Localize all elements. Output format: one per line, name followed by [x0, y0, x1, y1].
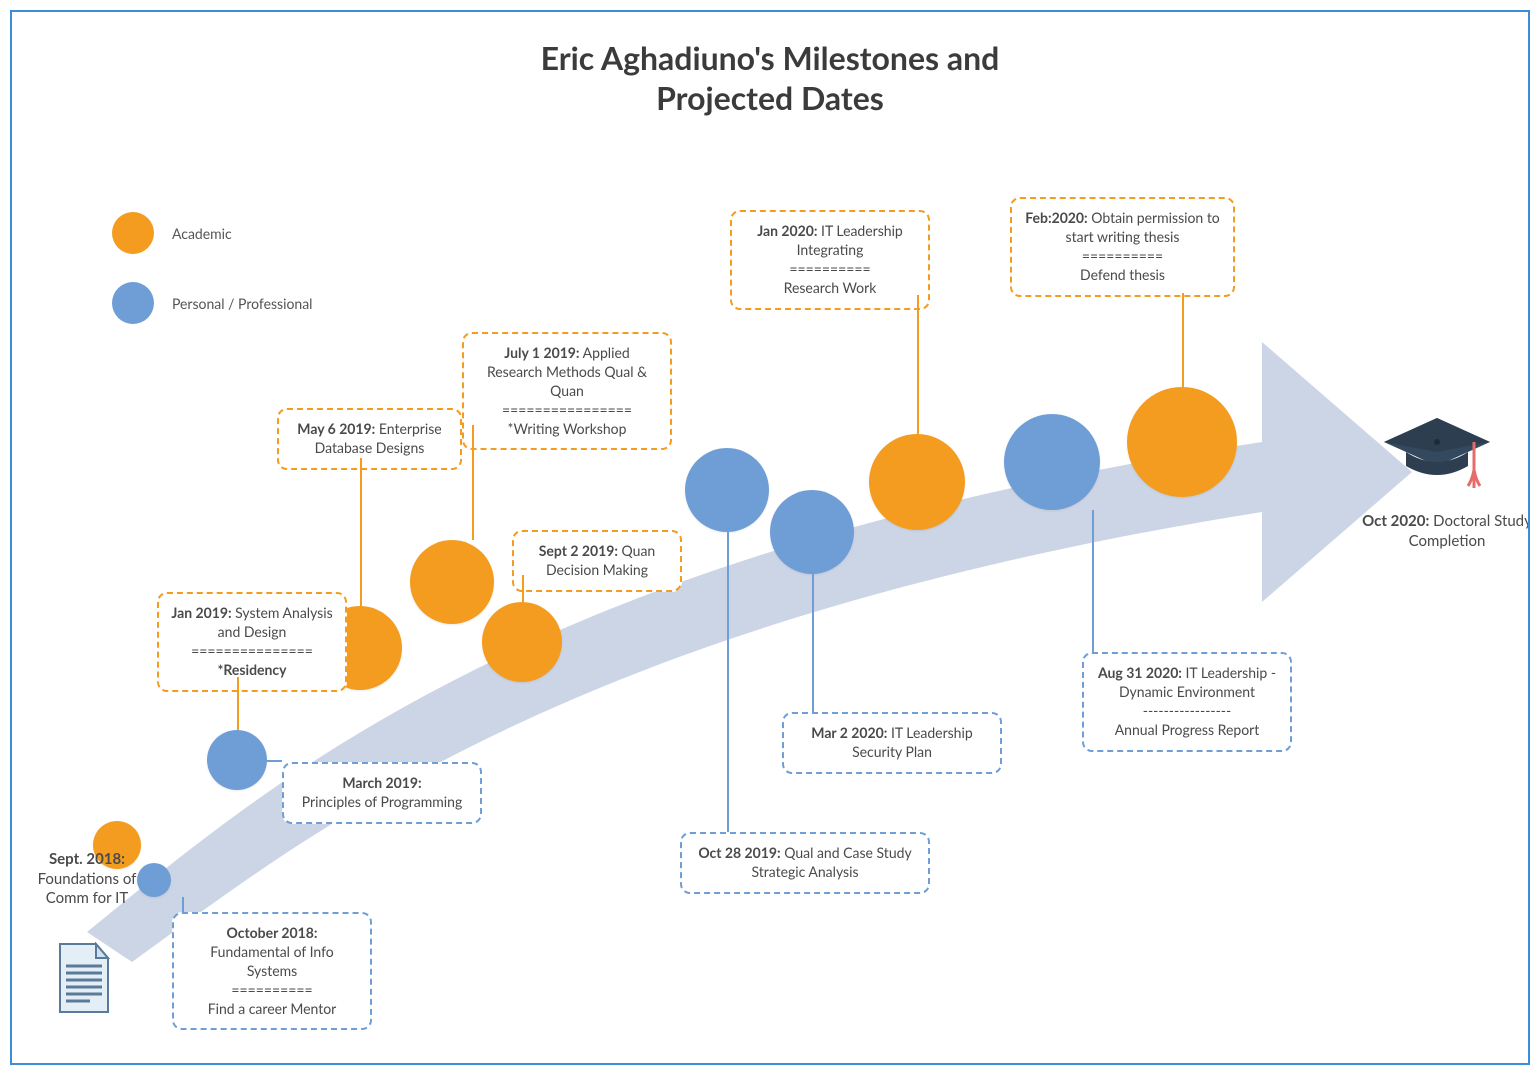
milestone-m6	[482, 602, 562, 682]
callout-c-jan19: Jan 2019: System Analysis and Design====…	[157, 592, 347, 692]
milestone-m11	[1127, 387, 1237, 497]
label-l-oct20: Oct 2020: Doctoral Study Completion	[1357, 512, 1530, 551]
milestone-m5	[410, 540, 494, 624]
connector-c-jul19	[472, 425, 474, 540]
callout-c-mar20: Mar 2 2020: IT Leadership Security Plan	[782, 712, 1002, 774]
milestone-m9	[869, 434, 965, 530]
connector-c-may19	[360, 458, 362, 606]
connector-c-aug20	[1092, 510, 1094, 652]
diagram-frame: Eric Aghadiuno's Milestones and Projecte…	[10, 10, 1530, 1065]
legend-item-personal: Personal / Professional	[112, 282, 312, 324]
callout-c-jul19: July 1 2019: Applied Research Methods Qu…	[462, 332, 672, 450]
callout-c-feb20: Feb:2020: Obtain permission to start wri…	[1010, 197, 1235, 297]
chart-title-line1: Eric Aghadiuno's Milestones and	[541, 38, 1000, 77]
connector-c-oct19	[727, 532, 729, 832]
callout-c-aug20: Aug 31 2020: IT Leadership - Dynamic Env…	[1082, 652, 1292, 752]
chart-title: Eric Aghadiuno's Milestones and Projecte…	[12, 38, 1528, 118]
milestone-m8	[770, 490, 854, 574]
legend-item-academic: Academic	[112, 212, 312, 254]
connector-c-mar20	[812, 574, 814, 712]
callout-c-jan20: Jan 2020: IT Leadership Integrating=====…	[730, 210, 930, 310]
callout-c-oct18: October 2018:Fundamental of Info Systems…	[172, 912, 372, 1030]
legend: Academic Personal / Professional	[112, 212, 312, 352]
chart-title-line2: Projected Dates	[656, 78, 884, 117]
legend-label-personal: Personal / Professional	[172, 295, 312, 312]
callout-c-mar19: March 2019:Principles of Programming	[282, 762, 482, 824]
callout-c-may19: May 6 2019: Enterprise Database Designs	[277, 408, 462, 470]
connector-c-oct18	[182, 897, 184, 912]
legend-dot-personal	[112, 282, 154, 324]
connector-c-feb20	[1182, 293, 1184, 387]
document-icon	[54, 942, 114, 1014]
legend-dot-academic	[112, 212, 154, 254]
label-l-sep18: Sept. 2018:Foundations of Comm for IT	[22, 850, 152, 909]
callout-c-oct19: Oct 28 2019: Qual and Case Study Strateg…	[680, 832, 930, 894]
connector-c-jan19	[237, 677, 239, 730]
milestone-m10	[1004, 414, 1100, 510]
connector-c-sep19	[522, 575, 524, 602]
callout-c-sep19: Sept 2 2019: Quan Decision Making	[512, 530, 682, 592]
connector-c-jan20	[917, 295, 919, 434]
legend-label-academic: Academic	[172, 225, 232, 242]
graduation-cap-icon	[1382, 412, 1492, 492]
connector-h-c-mar19	[267, 760, 282, 762]
milestone-m3	[207, 730, 267, 790]
milestone-m7	[685, 448, 769, 532]
